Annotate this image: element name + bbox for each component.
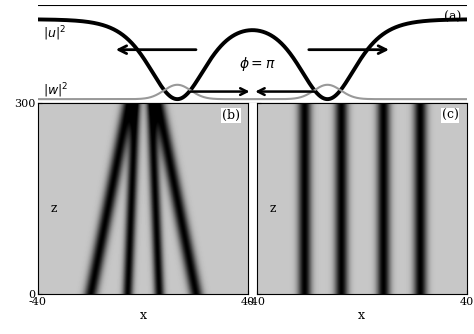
Text: (c): (c) — [442, 109, 458, 122]
X-axis label: x: x — [139, 310, 146, 322]
Text: $\phi = \pi$: $\phi = \pi$ — [239, 55, 276, 73]
Text: $|w|^2$: $|w|^2$ — [43, 82, 69, 101]
Text: z: z — [269, 201, 276, 214]
Text: $|u|^2$: $|u|^2$ — [43, 24, 66, 43]
X-axis label: x: x — [358, 310, 365, 322]
Text: z: z — [51, 201, 57, 214]
Text: (b): (b) — [222, 109, 240, 122]
Text: (a): (a) — [444, 11, 462, 24]
